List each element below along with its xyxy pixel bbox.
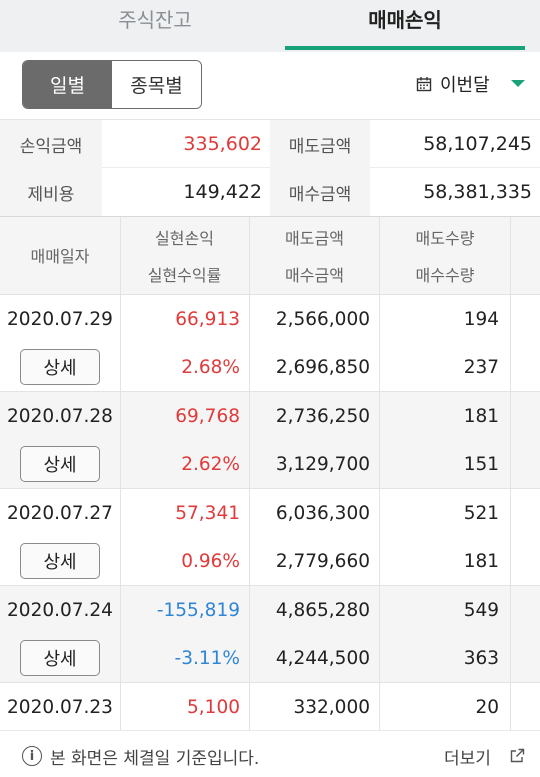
trade-date: 2020.07.27: [7, 502, 113, 524]
buy-qty: 237: [463, 356, 499, 378]
more-link[interactable]: 더보기: [444, 749, 491, 769]
detail-button[interactable]: 상세: [20, 640, 100, 676]
summary-table: 손익금액 335,602 매도금액 58,107,245 제비용 149,422…: [0, 119, 540, 217]
header-sell-amount: 매도금액: [285, 229, 344, 248]
column-divider: [120, 217, 121, 730]
buy-amount: 3,129,700: [275, 453, 370, 475]
realized-pl: 57,341: [175, 502, 240, 524]
sell-qty: 20: [475, 696, 499, 718]
table-row[interactable]: 2020.07.24 상세 -155,819 -3.11% 4,865,280 …: [0, 586, 540, 683]
table-header: 매매일자 실현손익 실현수익률 매도금액 매수금액 매도수량 매수수량: [0, 217, 540, 295]
detail-button[interactable]: 상세: [20, 543, 100, 579]
sell-amount: 332,000: [293, 696, 370, 718]
period-selector[interactable]: 이번달: [416, 66, 490, 102]
external-link-icon[interactable]: [509, 748, 525, 764]
buy-amount-label: 매수금액: [270, 168, 370, 216]
sell-amount-value: 58,107,245: [423, 133, 532, 155]
chevron-down-icon[interactable]: [511, 80, 525, 87]
sell-amount-label: 매도금액: [270, 120, 370, 168]
realized-rate: 0.96%: [181, 550, 240, 572]
view-mode-toggle: 일별 종목별: [22, 60, 202, 109]
notice-text: 본 화면은 체결일 기준입니다.: [50, 749, 260, 769]
tab-stock-balance[interactable]: 주식잔고: [118, 8, 192, 32]
column-divider: [510, 217, 511, 730]
header-sell-qty: 매도수량: [415, 229, 475, 248]
by-item-toggle-button[interactable]: 종목별: [112, 61, 201, 108]
table-row[interactable]: 2020.07.27 상세 57,341 0.96% 6,036,300 2,7…: [0, 489, 540, 586]
realized-rate: 2.62%: [181, 453, 240, 475]
detail-button[interactable]: 상세: [20, 349, 100, 385]
buy-qty: 181: [463, 550, 499, 572]
sell-qty: 181: [463, 405, 499, 427]
realized-pl: 5,100: [187, 696, 240, 718]
header-buy-qty: 매수수량: [415, 266, 475, 285]
buy-amount: 2,779,660: [275, 550, 370, 572]
realized-pl: -155,819: [156, 599, 240, 621]
header-buy-amount: 매수금액: [285, 266, 344, 285]
sell-amount: 6,036,300: [275, 502, 370, 524]
buy-qty: 151: [463, 453, 499, 475]
table-row[interactable]: 2020.07.23 5,100 332,000 20: [0, 683, 540, 777]
sell-qty: 521: [463, 502, 499, 524]
detail-button[interactable]: 상세: [20, 446, 100, 482]
pl-amount-label: 손익금액: [0, 120, 102, 168]
header-date: 매매일자: [30, 247, 90, 266]
buy-qty: 363: [463, 647, 499, 669]
buy-amount: 2,696,850: [275, 356, 370, 378]
top-tabs: 주식잔고 매매손익: [0, 0, 540, 52]
pl-amount-value: 335,602: [183, 133, 262, 155]
fee-label: 제비용: [0, 168, 102, 216]
sell-amount: 2,566,000: [275, 308, 370, 330]
table-row[interactable]: 2020.07.28 상세 69,768 2.62% 2,736,250 3,1…: [0, 392, 540, 489]
active-tab-indicator: [285, 46, 525, 50]
realized-rate: -3.11%: [174, 647, 240, 669]
column-divider: [249, 217, 250, 730]
buy-amount-value: 58,381,335: [423, 181, 532, 203]
realized-pl: 66,913: [175, 308, 240, 330]
header-realized-rate: 실현수익률: [147, 266, 222, 285]
sell-amount: 4,865,280: [275, 599, 370, 621]
header-realized-pl: 실현손익: [155, 229, 214, 248]
period-label: 이번달: [440, 75, 490, 96]
column-divider: [379, 217, 380, 730]
footer-bar: i 본 화면은 체결일 기준입니다. 더보기: [0, 730, 540, 777]
trade-date: 2020.07.29: [7, 308, 113, 330]
trade-date: 2020.07.28: [7, 405, 113, 427]
trade-date: 2020.07.23: [7, 696, 113, 718]
realized-pl: 69,768: [175, 405, 240, 427]
trade-date: 2020.07.24: [7, 599, 113, 621]
sell-qty: 549: [463, 599, 499, 621]
fee-value: 149,422: [183, 181, 262, 203]
info-icon: i: [22, 746, 42, 766]
table-row[interactable]: 2020.07.29 상세 66,913 2.68% 2,566,000 2,6…: [0, 295, 540, 392]
buy-amount: 4,244,500: [275, 647, 370, 669]
calendar-icon: [416, 77, 432, 92]
sell-qty: 194: [463, 308, 499, 330]
tab-trade-pl[interactable]: 매매손익: [368, 8, 442, 32]
sell-amount: 2,736,250: [275, 405, 370, 427]
daily-toggle-button[interactable]: 일별: [23, 61, 112, 108]
realized-rate: 2.68%: [181, 356, 240, 378]
